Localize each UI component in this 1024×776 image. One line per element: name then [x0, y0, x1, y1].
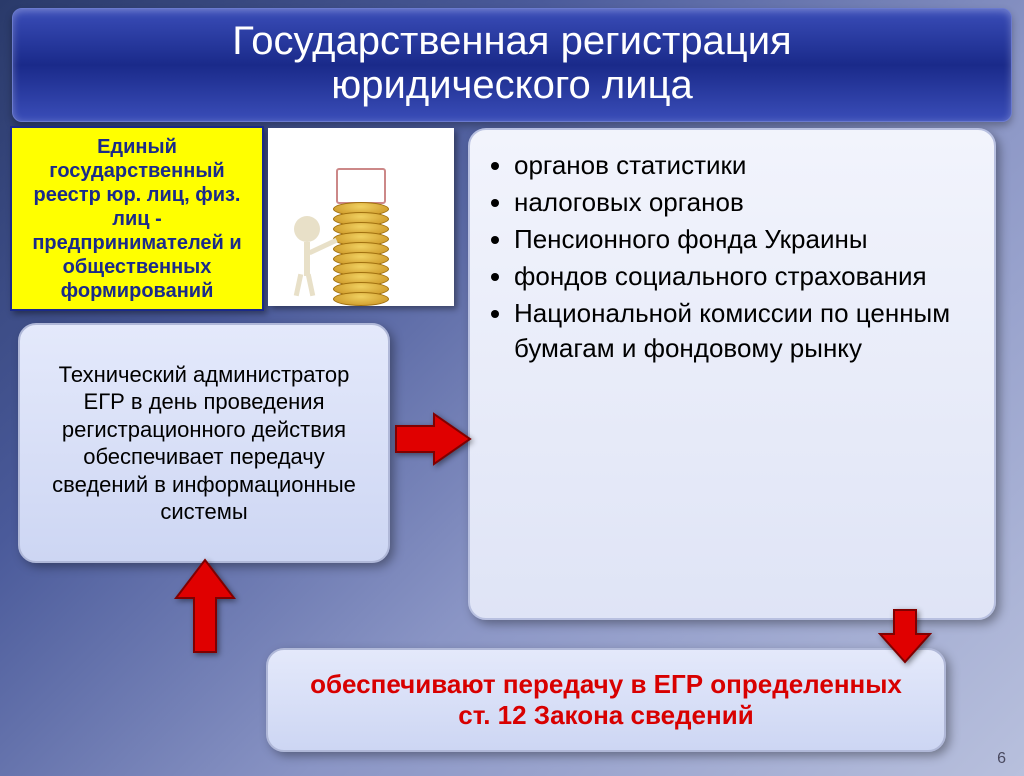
list-item: Пенсионного фонда Украины	[514, 222, 976, 257]
admin-egr-panel: Технический администратор ЕГР в день про…	[18, 323, 390, 563]
list-item: Национальной комиссии по ценным бумагам …	[514, 296, 976, 366]
stick-figure-icon	[282, 216, 332, 296]
title-line2: юридического лица	[33, 63, 991, 107]
slide-number: 6	[997, 750, 1006, 768]
title-bar: Государственная регистрация юридического…	[12, 8, 1012, 122]
yellow-text: Единый государственный реестр юр. лиц, ф…	[18, 135, 256, 303]
arrow-down-icon	[878, 608, 932, 669]
list-item: налоговых органов	[514, 185, 976, 220]
bottom-text: обеспечивают передачу в ЕГР определенных…	[292, 669, 920, 731]
bottom-transfer-panel: обеспечивают передачу в ЕГР определенных…	[266, 648, 946, 752]
list-item: органов статистики	[514, 148, 976, 183]
organs-list: органов статистики налоговых органов Пен…	[514, 148, 976, 367]
yellow-registry-box: Единый государственный реестр юр. лиц, ф…	[10, 126, 264, 311]
title-line1: Государственная регистрация	[33, 19, 991, 63]
arrow-right-icon	[394, 412, 472, 471]
illustration	[268, 128, 454, 306]
arrow-up-icon	[174, 558, 236, 659]
coin-stack-icon	[333, 168, 389, 306]
admin-egr-text: Технический администратор ЕГР в день про…	[38, 361, 370, 526]
organs-list-panel: органов статистики налоговых органов Пен…	[468, 128, 996, 620]
list-item: фондов социального страхования	[514, 259, 976, 294]
